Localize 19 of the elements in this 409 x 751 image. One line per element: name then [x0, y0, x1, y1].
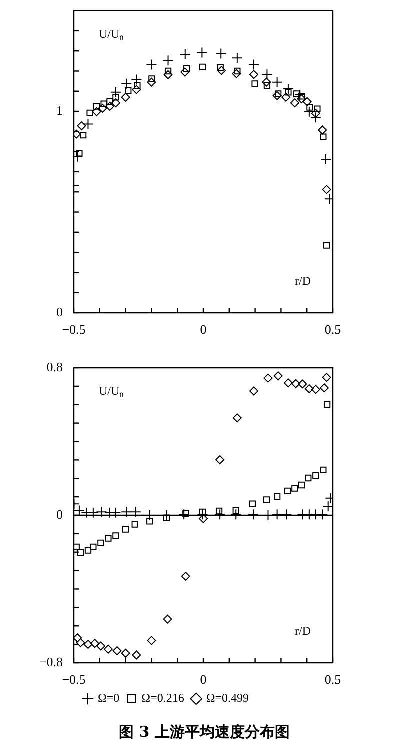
y-axis-title: U/U₀ — [99, 384, 124, 398]
y-axis-title: U/U₀ — [99, 26, 124, 41]
caption: 图 3 上游平均速度分布图 — [118, 723, 291, 742]
y-tick-label: 0.8 — [46, 359, 63, 374]
legend-label: Ω=0.216 — [142, 691, 184, 706]
legend-label: Ω=0.499 — [206, 691, 250, 706]
x-tick-label: 0 — [200, 322, 207, 338]
x-axis-title: r/D — [295, 274, 312, 288]
y-tick-label: 0 — [56, 506, 63, 522]
x-tick-label: 0 — [200, 672, 207, 688]
y-tick-label: 1 — [56, 102, 63, 118]
x-tick-label: −0.5 — [62, 322, 86, 338]
y-tick-label: 0 — [56, 304, 63, 320]
x-axis-title: r/D — [295, 624, 312, 638]
x-tick-label: 0.5 — [324, 672, 342, 688]
y-tick-label: −0.8 — [39, 654, 63, 670]
x-tick-label: 0.5 — [324, 322, 342, 338]
legend-label: Ω=0 — [98, 691, 120, 706]
x-tick-label: −0.5 — [62, 672, 86, 688]
